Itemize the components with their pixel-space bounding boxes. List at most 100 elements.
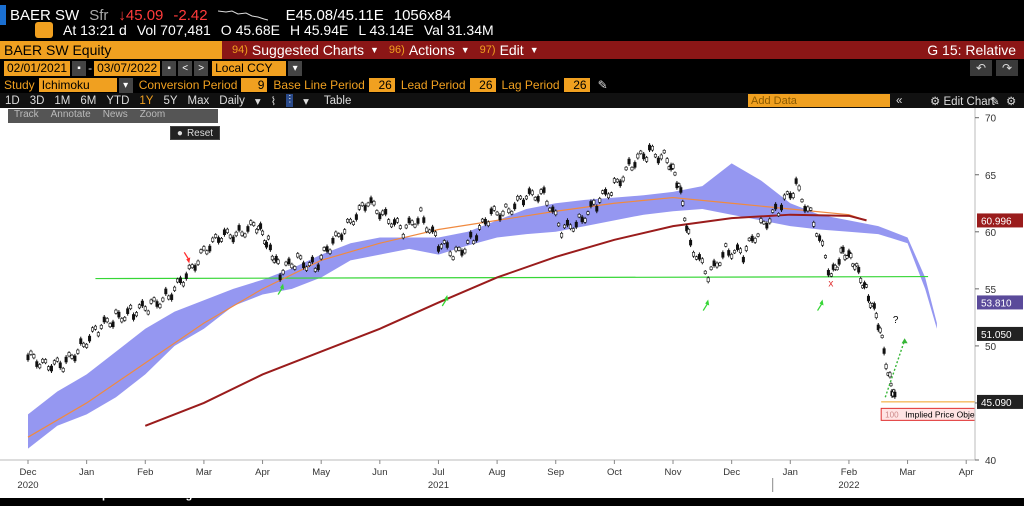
chart-type-icon[interactable]: ⫶ [286, 94, 294, 107]
tool-zoom[interactable]: Zoom [139, 109, 166, 120]
period-5y[interactable]: 5Y [163, 94, 178, 107]
period-1y[interactable]: 1Y [139, 94, 154, 107]
table-button[interactable]: Table [323, 94, 352, 107]
candle-body [123, 316, 127, 321]
candle-body [431, 226, 435, 233]
candle-body [61, 367, 65, 372]
prev-arrow-icon[interactable]: < [178, 60, 193, 76]
chevron-down-icon[interactable]: ▾ [118, 77, 133, 93]
period-1d[interactable]: 1D [5, 94, 20, 107]
menu-number: 94) [232, 44, 248, 56]
start-date-input[interactable]: 02/01/2021 [4, 60, 71, 76]
reset-button[interactable]: ● Reset [170, 126, 220, 140]
chevron-down-icon[interactable]: ▾ [288, 60, 303, 76]
candle-body [872, 303, 876, 309]
candle-body [472, 240, 476, 244]
candle-body [636, 153, 640, 159]
chevron-down-icon[interactable]: ▾ [303, 95, 309, 108]
at-line: At 13:21 d Vol 707,481 O 45.68E H 45.94E… [0, 20, 1024, 40]
candle-body [416, 218, 420, 224]
conversion-period-label: Conversion Period [138, 78, 238, 92]
ichimoku-cloud-area [28, 163, 937, 449]
line-chart-icon[interactable]: ⌇ [270, 95, 277, 108]
candle-body [560, 233, 564, 238]
gauge-icon[interactable] [35, 22, 53, 38]
candle-body [276, 259, 280, 264]
suggested-charts-menu[interactable]: 94) Suggested Charts ▼ [232, 42, 379, 58]
chart-lines [26, 143, 929, 438]
period-3d[interactable]: 3D [29, 94, 45, 107]
candle-body [73, 355, 77, 362]
period-1m[interactable]: 1M [54, 94, 71, 107]
edit-chart-label: Edit Chart [943, 95, 995, 108]
candle-body [507, 208, 511, 214]
redo-icon[interactable]: ↷ [996, 60, 1018, 76]
collapse-icon[interactable]: « [896, 94, 903, 107]
quote-bar: BAER SW Sfr ↓45.09 -2.42 E45.08/45.11E 1… [0, 0, 1024, 30]
candle-body [243, 233, 247, 238]
candle-body [762, 221, 766, 225]
candle-body [794, 178, 798, 184]
edit-menu[interactable]: 97) Edit ▼ [480, 42, 539, 58]
pencil-icon[interactable]: ✎ [597, 78, 608, 92]
candle-body [648, 144, 652, 151]
range-separator: - [88, 61, 93, 75]
add-data-input[interactable]: Add Data [748, 94, 890, 107]
candle-body [331, 238, 335, 244]
candle-body [673, 172, 677, 176]
end-date-input[interactable]: 03/07/2022 [94, 60, 161, 76]
period-max[interactable]: Max [187, 94, 210, 107]
lag-period-input[interactable]: 26 [563, 78, 590, 92]
price-objective-label: Implied Price Objective [905, 409, 992, 419]
candle-body [114, 309, 118, 314]
edit-chart-button[interactable]: ⚙ Edit Chart [930, 94, 995, 108]
tool-annotate[interactable]: Annotate [50, 109, 91, 120]
candle-body [888, 372, 892, 378]
candle-body [478, 225, 482, 230]
candle-body [712, 260, 716, 266]
candle-body [137, 304, 141, 309]
tool-track[interactable]: Track [14, 109, 39, 120]
candle-body [718, 262, 722, 266]
candle-body [483, 218, 487, 225]
lead-period-input[interactable]: 26 [469, 78, 496, 92]
settings-icon[interactable]: ⚙ [1006, 95, 1017, 108]
ticker-label[interactable]: BAER SW [10, 6, 80, 24]
undo-icon[interactable]: ↶ [970, 60, 992, 76]
candle-body [410, 220, 414, 225]
candle-body [504, 203, 508, 208]
candle-body [687, 228, 691, 234]
candle-body [460, 250, 464, 256]
candle-body [351, 221, 355, 225]
calendar-icon[interactable]: ▪ [162, 60, 177, 76]
tool-news[interactable]: News [102, 109, 128, 120]
x-tick-label: Mar [899, 467, 915, 478]
candle-body [140, 300, 144, 307]
candle-body [445, 242, 449, 248]
base-line-period-input[interactable]: 26 [368, 78, 395, 92]
conversion-period-input[interactable]: 9 [241, 78, 268, 92]
price-chart[interactable]: 100 Implied Price Objective? x 40455055606… [0, 108, 1024, 498]
study-select[interactable]: Ichimoku [38, 78, 117, 92]
chevron-down-icon[interactable]: ▾ [254, 95, 261, 108]
candle-body [252, 222, 256, 226]
period-6m[interactable]: 6M [80, 94, 97, 107]
draw-icon[interactable]: ✎ [990, 95, 1000, 108]
candle-body [41, 358, 45, 363]
moving-average-fast [27, 196, 867, 438]
candle-body [733, 250, 737, 254]
candle-body [234, 231, 238, 237]
security-field[interactable]: BAER SW Equity [0, 41, 222, 59]
next-arrow-icon[interactable]: > [194, 60, 209, 76]
calendar-icon[interactable]: ▪ [72, 60, 87, 76]
x-tick-label: Jan [79, 467, 94, 478]
year-label: 2020 [17, 480, 38, 491]
period-ytd[interactable]: YTD [106, 94, 130, 107]
currency-select[interactable]: Local CCY [212, 60, 287, 76]
caret-down-icon: ▼ [529, 45, 539, 55]
candle-body [126, 308, 130, 314]
actions-menu[interactable]: 96) Actions ▼ [389, 42, 470, 58]
frequency-select[interactable]: Daily [219, 94, 245, 107]
x-tick-label: Jan [783, 467, 798, 478]
period-row: 1D 3D 1M 6M YTD 1Y 5Y Max Daily ▾ ⌇ ⫶ ▾ … [0, 93, 1024, 108]
